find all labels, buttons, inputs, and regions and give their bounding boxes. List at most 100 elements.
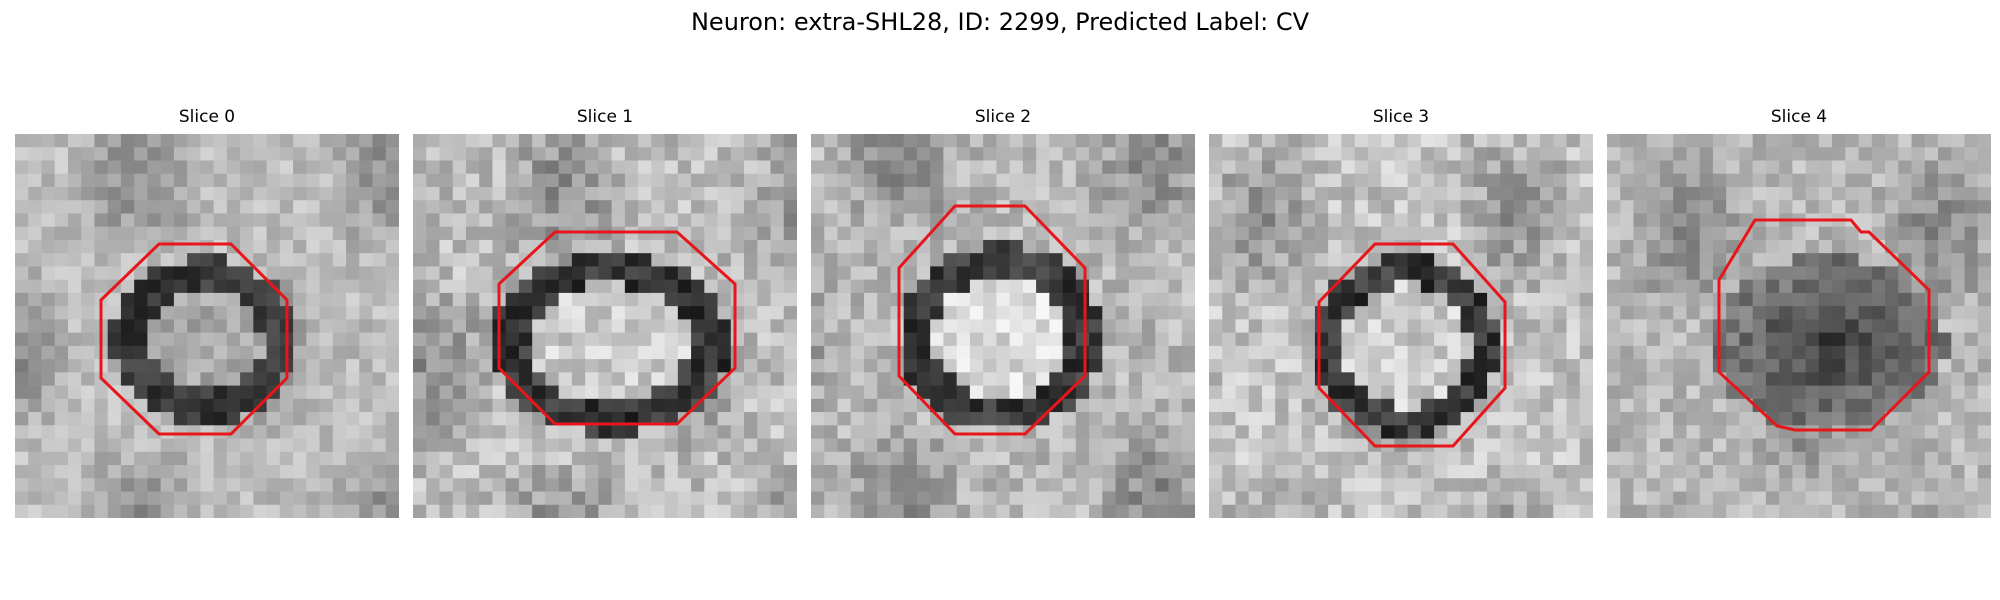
image-pixel xyxy=(717,200,732,215)
image-pixel xyxy=(67,147,82,162)
image-pixel xyxy=(783,160,797,175)
image-pixel xyxy=(1553,266,1568,281)
image-pixel xyxy=(1805,319,1820,334)
image-pixel xyxy=(160,478,175,493)
image-pixel xyxy=(850,279,865,294)
image-pixel xyxy=(1473,412,1488,426)
image-pixel xyxy=(1633,491,1648,506)
image-pixel xyxy=(783,319,797,334)
image-pixel xyxy=(1739,425,1754,440)
image-pixel xyxy=(1460,465,1475,479)
image-pixel xyxy=(1049,134,1064,148)
image-pixel xyxy=(598,385,613,400)
image-pixel xyxy=(1209,385,1223,400)
image-pixel xyxy=(1566,478,1581,493)
image-pixel xyxy=(319,451,334,466)
image-pixel xyxy=(120,226,135,241)
image-pixel xyxy=(160,412,175,426)
image-pixel xyxy=(1792,491,1807,506)
image-pixel xyxy=(213,239,228,254)
image-pixel xyxy=(346,438,360,453)
image-pixel xyxy=(134,451,149,466)
image-pixel xyxy=(969,478,984,493)
image-pixel xyxy=(811,319,825,334)
image-pixel xyxy=(1752,319,1767,334)
image-pixel xyxy=(1049,306,1064,320)
image-pixel xyxy=(1579,186,1593,201)
image-pixel xyxy=(1553,213,1568,228)
image-pixel xyxy=(505,147,520,162)
image-pixel xyxy=(1579,253,1593,268)
image-pixel xyxy=(1964,359,1979,373)
image-pixel xyxy=(532,478,547,493)
image-pixel xyxy=(1181,504,1195,518)
image-pixel xyxy=(1885,186,1899,201)
image-pixel xyxy=(332,200,347,215)
image-pixel xyxy=(200,412,215,426)
image-pixel xyxy=(1407,134,1422,148)
image-pixel xyxy=(1951,186,1966,201)
image-pixel xyxy=(1845,412,1860,426)
image-pixel xyxy=(1646,345,1661,360)
image-pixel xyxy=(67,319,82,334)
image-pixel xyxy=(1500,186,1515,201)
image-pixel xyxy=(187,465,201,479)
image-pixel xyxy=(160,226,175,241)
image-pixel xyxy=(279,425,294,440)
image-pixel xyxy=(226,160,241,175)
image-pixel xyxy=(903,173,918,188)
image-pixel xyxy=(134,491,149,506)
image-pixel xyxy=(346,425,360,440)
image-pixel xyxy=(717,186,732,201)
image-pixel xyxy=(1473,425,1488,440)
image-pixel xyxy=(1354,372,1369,387)
image-pixel xyxy=(837,372,852,387)
image-pixel xyxy=(1964,200,1979,215)
image-pixel xyxy=(226,200,241,215)
image-pixel xyxy=(1845,186,1860,201)
image-pixel xyxy=(1977,385,1991,400)
image-pixel xyxy=(1075,332,1090,347)
image-pixel xyxy=(1646,319,1661,334)
image-pixel xyxy=(1792,372,1807,387)
image-pixel xyxy=(240,504,254,518)
image-pixel xyxy=(704,425,719,440)
image-pixel xyxy=(1275,451,1290,466)
image-pixel xyxy=(187,451,201,466)
image-pixel xyxy=(1938,226,1952,241)
image-pixel xyxy=(200,332,215,347)
image-pixel xyxy=(465,160,480,175)
image-pixel xyxy=(413,451,427,466)
image-pixel xyxy=(1062,425,1077,440)
image-pixel xyxy=(1553,147,1568,162)
image-pixel xyxy=(479,134,494,148)
image-pixel xyxy=(717,226,732,241)
image-pixel xyxy=(1460,451,1475,466)
image-pixel xyxy=(1168,491,1183,506)
image-pixel xyxy=(1075,173,1090,188)
image-pixel xyxy=(1805,253,1820,268)
image-pixel xyxy=(545,213,560,228)
image-pixel xyxy=(1607,147,1621,162)
image-pixel xyxy=(1022,359,1037,373)
image-pixel xyxy=(983,332,997,347)
image-pixel xyxy=(54,425,69,440)
image-pixel xyxy=(1526,451,1541,466)
image-pixel xyxy=(1447,332,1462,347)
image-pixel xyxy=(1115,412,1130,426)
image-pixel xyxy=(413,332,427,347)
image-pixel xyxy=(1646,385,1661,400)
image-pixel xyxy=(1381,266,1395,281)
image-pixel xyxy=(187,345,201,360)
image-pixel xyxy=(1341,279,1356,294)
image-pixel xyxy=(120,345,135,360)
image-pixel xyxy=(1181,186,1195,201)
image-pixel xyxy=(1673,239,1688,254)
image-pixel xyxy=(426,465,441,479)
image-pixel xyxy=(916,504,931,518)
image-pixel xyxy=(744,425,758,440)
image-pixel xyxy=(916,213,931,228)
image-pixel xyxy=(1607,226,1621,241)
image-pixel xyxy=(147,319,162,334)
image-pixel xyxy=(306,173,321,188)
